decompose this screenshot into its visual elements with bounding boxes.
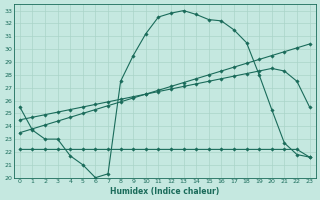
- X-axis label: Humidex (Indice chaleur): Humidex (Indice chaleur): [110, 187, 219, 196]
